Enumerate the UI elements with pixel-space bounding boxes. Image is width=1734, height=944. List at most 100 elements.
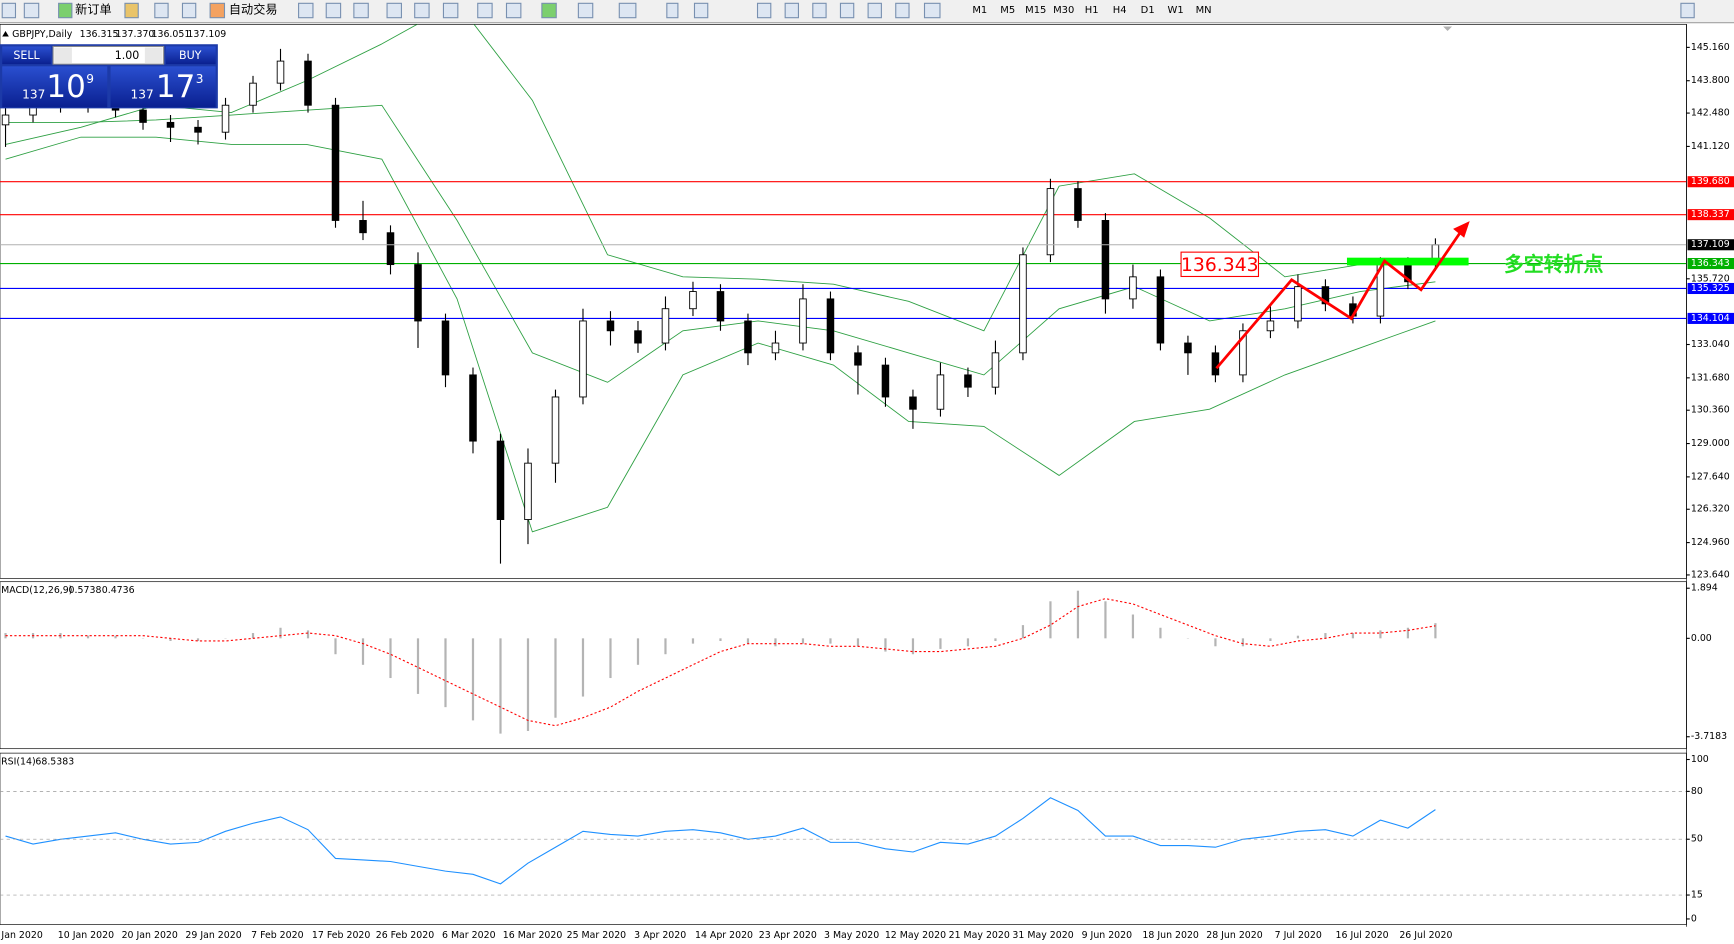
buy-pips: 17: [156, 69, 195, 105]
x-tick-label: 16 Mar 2020: [503, 930, 563, 941]
icon[interactable]: [154, 2, 169, 19]
main-panel: [0, 23, 1687, 579]
candle-body: [1294, 286, 1302, 322]
buy-big: 137: [130, 88, 153, 102]
icon[interactable]: [812, 2, 827, 19]
lots-value[interactable]: 1.00: [115, 49, 140, 62]
candle-body: [854, 352, 862, 366]
icon[interactable]: [209, 2, 226, 19]
x-tick-label: 25 Mar 2020: [567, 930, 627, 941]
macd-bar: [279, 627, 282, 639]
candle-body: [304, 60, 312, 106]
macd-bar: [774, 638, 777, 647]
macd-panel: [0, 581, 1687, 750]
sell-button[interactable]: [2, 46, 51, 65]
icon[interactable]: [353, 2, 369, 19]
macd-bar: [1076, 590, 1080, 639]
icon[interactable]: [414, 2, 430, 19]
icon[interactable]: [577, 2, 594, 19]
macd-bar: [719, 638, 722, 641]
icon[interactable]: [1, 2, 17, 19]
icon[interactable]: [505, 2, 522, 19]
macd-bar: [306, 630, 310, 639]
candle-body: [414, 264, 422, 322]
buy-button[interactable]: [165, 46, 216, 65]
y-tick-label: 142.480: [1691, 108, 1730, 119]
timeframe-button[interactable]: M15: [1025, 5, 1046, 16]
rsi-panel: [0, 752, 1687, 925]
icon[interactable]: [895, 2, 910, 19]
macd-bar: [499, 638, 502, 734]
new-order-button[interactable]: 新订单: [75, 1, 111, 16]
rsi-line: [5, 797, 1436, 885]
timeframe-button[interactable]: D1: [1141, 5, 1155, 16]
timeframe-button[interactable]: MN: [1196, 5, 1212, 16]
sell-price[interactable]: [2, 66, 108, 108]
macd-bar: [1159, 627, 1162, 639]
icon[interactable]: [541, 2, 557, 19]
sell-pips: 10: [46, 69, 85, 105]
icon[interactable]: [386, 2, 402, 19]
sell-label[interactable]: SELL: [13, 49, 40, 62]
x-tick-label: 26 Jul 2020: [1399, 930, 1452, 941]
y-tick-label: 126.320: [1691, 504, 1730, 515]
icon[interactable]: [325, 2, 342, 19]
icon[interactable]: [442, 2, 459, 19]
icon[interactable]: [666, 2, 679, 19]
icon[interactable]: [618, 2, 637, 19]
icon[interactable]: [867, 2, 882, 19]
candle-body: [936, 374, 945, 410]
icon[interactable]: [923, 2, 941, 19]
x-tick-label: 6 Mar 2020: [442, 930, 496, 941]
icon[interactable]: [839, 2, 855, 19]
sell-point: 9: [86, 72, 94, 86]
y-tick-label: 100: [1691, 754, 1709, 765]
timeframe-button[interactable]: M30: [1053, 5, 1074, 16]
timeframes: M1 M5 M15 M30 H1 H4 D1 W1 MN: [972, 5, 1211, 16]
candle-body: [249, 82, 257, 106]
axes: 145.160 143.800 142.480 141.120 135.720 133.0…: [0, 24, 1734, 941]
y-tick-label: 141.120: [1691, 141, 1730, 152]
macd-bar: [911, 638, 915, 655]
ohlc-value: 136.315: [80, 29, 119, 40]
timeframe-button[interactable]: M1: [972, 5, 987, 16]
icon[interactable]: [23, 2, 40, 19]
x-tick-label: 14 Apr 2020: [695, 930, 753, 941]
x-tick-label: 10 Jan 2020: [58, 930, 114, 941]
icon[interactable]: [477, 2, 493, 19]
sell-big: 137: [22, 88, 45, 102]
icon[interactable]: [58, 2, 73, 19]
y-tick-label: 0: [1691, 913, 1697, 924]
icon[interactable]: [181, 2, 197, 19]
macd-bar: [609, 638, 612, 679]
bollinger-upper: [5, 24, 1436, 332]
icon[interactable]: [298, 2, 314, 19]
candle-body: [964, 374, 972, 388]
timeframe-button[interactable]: H1: [1085, 5, 1099, 16]
hline-label-box: [1687, 282, 1734, 295]
icon[interactable]: [693, 2, 709, 19]
y-tick-label: -3.7183: [1691, 731, 1727, 742]
auto-trading-button[interactable]: 自动交易: [229, 1, 278, 16]
timeframe-button[interactable]: W1: [1168, 5, 1184, 16]
timeframe-button[interactable]: H4: [1113, 5, 1127, 16]
buy-point: 3: [196, 72, 204, 86]
buy-price[interactable]: [110, 66, 216, 108]
shift-marker: [1443, 26, 1453, 31]
icon[interactable]: [784, 2, 799, 19]
lots-up[interactable]: [144, 47, 163, 64]
lots-down[interactable]: [54, 47, 72, 64]
x-tick-label: Jan 2020: [0, 930, 42, 941]
y-tick-label: 131.680: [1691, 372, 1730, 383]
icon[interactable]: [124, 2, 139, 19]
candle-body: [1211, 352, 1220, 376]
candle-body: [469, 374, 477, 442]
hline-label: 139.680: [1691, 176, 1730, 187]
rsi-value: 68.5383: [35, 756, 74, 767]
icon[interactable]: [756, 2, 772, 19]
lots-input[interactable]: [52, 45, 165, 65]
buy-label[interactable]: BUY: [179, 49, 202, 62]
price-label-box: [1687, 239, 1734, 251]
icon[interactable]: [1680, 2, 1695, 19]
timeframe-button[interactable]: M5: [1000, 5, 1015, 16]
